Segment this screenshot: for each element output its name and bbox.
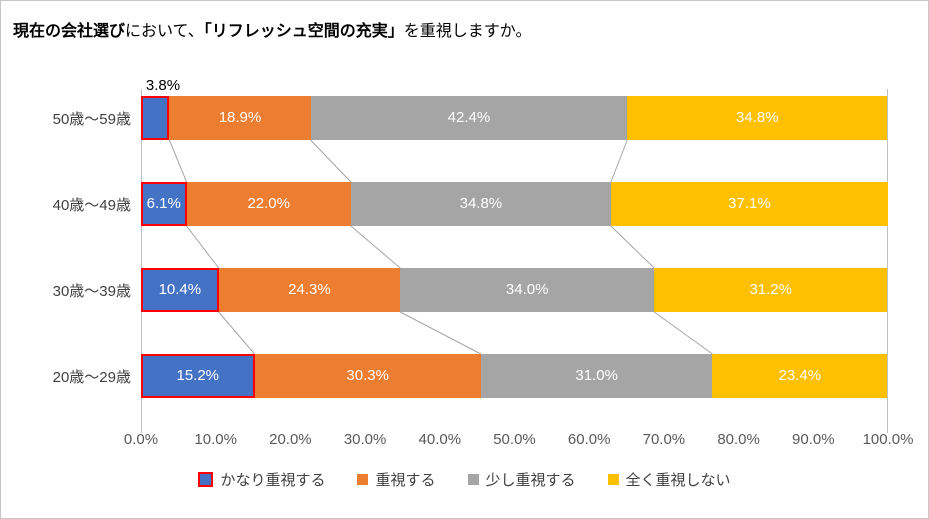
series-connector-line — [186, 225, 220, 269]
legend-item: 少し重視する — [467, 469, 576, 490]
data-label: 37.1% — [728, 195, 771, 212]
series-connector-line — [653, 311, 713, 355]
category-label: 20歳〜29歳 — [52, 369, 131, 386]
legend-marker-kanari-jushi — [198, 472, 214, 487]
legend-marker-jushi — [357, 474, 369, 485]
data-label: 10.4% — [158, 281, 202, 298]
chart-title-part: 現在の会社選び — [13, 23, 126, 40]
data-label: 6.1% — [146, 195, 181, 212]
bar-segment — [627, 96, 888, 140]
bar-segment — [141, 182, 187, 226]
category-label: 30歳〜39歳 — [52, 283, 131, 300]
legend-marker-mattaku-jushi-shinai — [607, 474, 619, 485]
bar-segment — [480, 354, 713, 398]
series-connector-line — [399, 311, 482, 355]
x-tick-label: 90.0% — [792, 431, 835, 448]
bar-segment — [610, 182, 888, 226]
bar-segment — [186, 182, 351, 226]
category-label: 40歳〜49歳 — [52, 197, 131, 214]
bar-segment — [141, 354, 255, 398]
data-label: 22.0% — [247, 195, 290, 212]
bar-segment — [350, 182, 611, 226]
legend-item: 重視する — [357, 469, 436, 490]
chart-title-part: を重視しますか。 — [403, 23, 532, 40]
x-tick-label: 100.0% — [862, 431, 914, 448]
series-connector-line — [610, 225, 655, 269]
x-tick-label: 40.0% — [418, 431, 462, 448]
bar-segment — [400, 268, 655, 312]
x-tick-label: 20.0% — [269, 431, 312, 448]
bar-segment — [712, 354, 888, 398]
data-label: 31.0% — [575, 367, 618, 384]
legend-marker-sukoshi-jushi — [467, 474, 479, 485]
chart-title-part: 「リフレッシュ空間の充実」 — [203, 23, 404, 40]
data-label: 3.8% — [145, 77, 181, 94]
data-label: 42.4% — [447, 109, 491, 126]
legend-label: 重視する — [375, 472, 436, 489]
x-tick-label: 50.0% — [493, 431, 536, 448]
x-tick-label: 0.0% — [123, 431, 159, 448]
legend-label: 全く重視しない — [625, 472, 731, 489]
x-tick-label: 30.0% — [343, 431, 387, 448]
data-label: 24.3% — [288, 281, 331, 298]
chart-legend: かなり重視する 重視する 少し重視する 全く重視しない — [1, 469, 928, 490]
data-label: 34.8% — [736, 109, 779, 126]
bar-segment — [141, 96, 170, 140]
x-tick-label: 10.0% — [194, 431, 237, 448]
bar-segment — [218, 268, 401, 312]
data-label: 15.2% — [176, 367, 220, 384]
legend-item: かなり重視する — [198, 469, 325, 490]
data-label: 23.4% — [778, 367, 822, 384]
x-tick-label: 80.0% — [717, 431, 760, 448]
data-label: 34.8% — [459, 195, 503, 212]
series-connector-line — [350, 225, 401, 269]
bar-segment — [169, 96, 311, 140]
series-connector-line — [218, 311, 255, 355]
legend-item: 全く重視しない — [607, 469, 731, 490]
legend-label: 少し重視する — [485, 472, 576, 489]
x-tick-label: 60.0% — [567, 431, 611, 448]
bar-segment — [310, 96, 628, 140]
category-label: 50歳〜59歳 — [52, 111, 131, 128]
series-connector-line — [610, 139, 628, 183]
bar-segment — [654, 268, 888, 312]
chart-title-part: において、 — [125, 23, 204, 40]
data-label: 31.2% — [749, 281, 792, 298]
legend-label: かなり重視する — [220, 472, 326, 489]
data-label: 34.0% — [505, 281, 549, 298]
bar-segment — [141, 268, 219, 312]
series-connector-line — [310, 139, 352, 183]
data-label: 18.9% — [218, 109, 262, 126]
x-tick-label: 70.0% — [642, 431, 686, 448]
bar-segment — [254, 354, 481, 398]
data-label: 30.3% — [346, 367, 389, 384]
chart-title: 現在の会社選びにおいて、「リフレッシュ空間の充実」を重視しますか。 — [13, 17, 531, 41]
series-connector-line — [168, 139, 188, 183]
